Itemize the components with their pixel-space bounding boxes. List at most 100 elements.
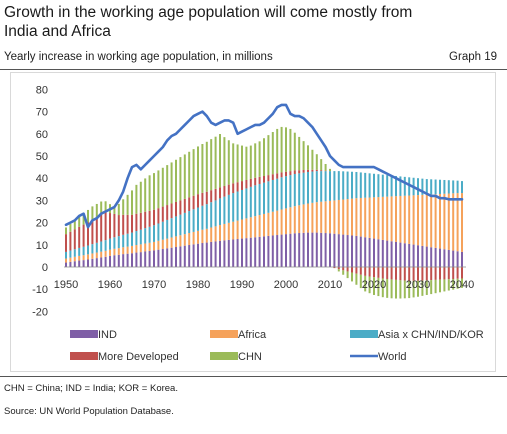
- bar-segment: [104, 250, 107, 257]
- bar-segment: [408, 280, 411, 299]
- bar-segment: [456, 180, 459, 194]
- bar-segment: [461, 267, 463, 279]
- bar-segment: [417, 178, 419, 196]
- legend-swatch: [70, 352, 98, 360]
- bar-segment: [210, 227, 213, 242]
- bar-segment: [315, 169, 318, 172]
- bar-segment: [430, 247, 433, 267]
- bar-segment: [236, 182, 239, 192]
- bar-segment: [315, 232, 318, 267]
- bar-segment: [355, 198, 358, 236]
- bar-segment: [333, 200, 336, 234]
- legend-label: More Developed: [98, 351, 179, 363]
- bar-segment: [456, 193, 459, 252]
- y-tick-label: -20: [32, 306, 48, 318]
- bar-segment: [342, 270, 345, 275]
- bar-segment: [245, 238, 248, 267]
- bar-segment: [223, 185, 226, 197]
- bar-segment: [421, 280, 424, 296]
- bar-segment: [351, 198, 353, 236]
- bar-segment: [69, 223, 72, 232]
- bar-segment: [69, 261, 72, 267]
- bar-segment: [373, 238, 375, 267]
- bar-segment: [355, 267, 358, 274]
- bar-segment: [434, 247, 437, 267]
- bar-segment: [131, 214, 133, 233]
- bar-segment: [337, 171, 340, 200]
- bar-segment: [373, 267, 375, 278]
- bar-segment: [214, 200, 217, 227]
- bar-segment: [280, 234, 283, 267]
- bar-segment: [188, 245, 191, 267]
- bar-segment: [78, 255, 81, 261]
- bar-segment: [254, 237, 257, 267]
- bar-segment: [285, 176, 287, 209]
- bar-segment: [139, 181, 142, 213]
- bar-segment: [232, 143, 235, 184]
- bar-segment: [285, 208, 287, 235]
- bar-segment: [122, 199, 125, 215]
- bar-segment: [87, 209, 89, 223]
- bar-segment: [298, 136, 301, 171]
- bar-segment: [65, 227, 67, 235]
- bar-segment: [117, 215, 120, 237]
- bar-segment: [386, 196, 389, 241]
- bar-segment: [188, 151, 191, 198]
- bar-segment: [289, 207, 292, 234]
- y-tick-label: 20: [36, 218, 48, 230]
- bar-segment: [183, 198, 186, 213]
- bar-segment: [144, 243, 147, 252]
- bar-segment: [276, 178, 279, 211]
- bar-segment: [324, 171, 327, 202]
- x-tick-label: 2040: [450, 279, 474, 291]
- bar-segment: [395, 267, 397, 280]
- bar-segment: [139, 244, 142, 253]
- bar-segment: [452, 193, 455, 251]
- bar-segment: [307, 171, 309, 204]
- bar-segment: [289, 175, 292, 208]
- bar-segment: [100, 201, 103, 215]
- bar-segment: [109, 249, 111, 256]
- bar-segment: [315, 202, 318, 233]
- bar-segment: [104, 256, 107, 267]
- bar-segment: [452, 267, 455, 279]
- bar-segment: [210, 139, 213, 191]
- bar-segment: [254, 185, 257, 217]
- bar-segment: [227, 140, 230, 185]
- bar-segment: [377, 197, 380, 240]
- bar-segment: [192, 195, 195, 210]
- bar-segment: [311, 149, 314, 170]
- bar-segment: [289, 128, 292, 172]
- bar-segment: [377, 239, 380, 267]
- bar-segment: [307, 169, 309, 172]
- bar-segment: [157, 170, 160, 209]
- bar-segment: [148, 226, 151, 243]
- bar-segment: [368, 173, 371, 198]
- bar-segment: [65, 251, 67, 259]
- bar-segment: [232, 193, 235, 222]
- bar-segment: [368, 237, 371, 267]
- bar-segment: [210, 202, 213, 228]
- bar-segment: [170, 247, 173, 267]
- bar-segment: [452, 278, 455, 290]
- bar-segment: [95, 258, 98, 267]
- bar-segment: [219, 225, 221, 241]
- bar-segment: [359, 274, 362, 289]
- bar-segment: [201, 192, 204, 206]
- bar-segment: [69, 250, 72, 258]
- bar-segment: [183, 234, 186, 246]
- bar-segment: [359, 267, 362, 275]
- bar-segment: [78, 260, 81, 267]
- bar-segment: [280, 209, 283, 235]
- bar-segment: [241, 238, 243, 267]
- bar-segment: [280, 172, 283, 178]
- bar-segment: [161, 221, 164, 240]
- bar-segment: [192, 149, 195, 196]
- bar-segment: [87, 259, 89, 267]
- bar-segment: [135, 213, 138, 232]
- y-tick-label: 60: [36, 129, 48, 141]
- bar-segment: [289, 171, 292, 176]
- bar-segment: [403, 195, 406, 244]
- bar-segment: [82, 246, 85, 256]
- bar-segment: [311, 202, 314, 233]
